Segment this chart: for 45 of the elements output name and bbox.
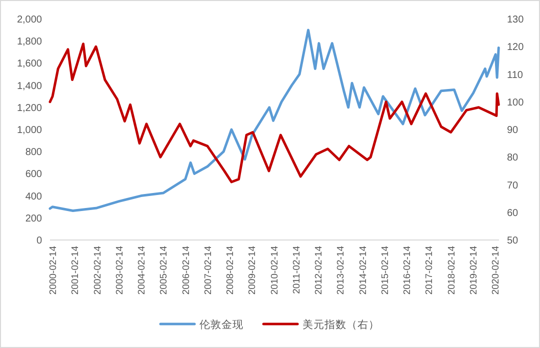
x-tick-label: 2003-02-14 [114, 246, 126, 295]
x-tick-label: 2013-02-14 [336, 246, 347, 295]
x-tick-label: 2007-02-14 [202, 246, 214, 295]
x-tick-label: 2009-02-14 [247, 246, 258, 295]
legend-label: 美元指数（右） [302, 318, 380, 331]
x-tick-label: 2000-02-14 [48, 246, 60, 295]
y-tick-label: 2,000 [16, 14, 42, 26]
x-tick-label: 2001-02-14 [70, 246, 82, 295]
x-tick-label: 2008-02-14 [225, 246, 236, 295]
y2-tick-label: 70 [507, 180, 519, 192]
y2-tick-label: 90 [507, 125, 519, 136]
x-tick-label: 2018-02-14 [446, 246, 458, 295]
x-tick-label: 2015-02-14 [380, 246, 391, 295]
x-tick-label: 2006-02-14 [180, 246, 192, 295]
y2-tick-label: 60 [507, 208, 519, 219]
y2-tick-label: 100 [507, 97, 524, 108]
y-tick-label: 0 [36, 236, 42, 246]
y-tick-label: 1,400 [16, 80, 42, 92]
y-tick-label: 800 [25, 147, 42, 158]
x-tick-label: 2005-02-14 [158, 246, 170, 295]
x-tick-label: 2017-02-14 [424, 246, 436, 295]
y-tick-label: 1,600 [16, 58, 42, 70]
x-tick-label: 2016-02-14 [402, 246, 414, 295]
line-series [48, 28, 500, 212]
x-tick-label: 2020-02-14 [490, 246, 502, 295]
y2-tick-label: 130 [507, 14, 524, 26]
x-tick-label: 2004-02-14 [136, 246, 148, 295]
line-series [48, 42, 500, 184]
y2-tick-label: 110 [507, 70, 524, 81]
x-tick-label: 2002-02-14 [92, 246, 104, 295]
legend-label: 伦敦金现 [200, 318, 244, 331]
y2-tick-label: 120 [507, 42, 524, 54]
y2-tick-label: 50 [507, 236, 519, 246]
x-tick-label: 2014-02-14 [358, 246, 369, 295]
y-tick-label: 200 [25, 213, 42, 224]
y-tick-label: 1,200 [16, 102, 42, 114]
x-tick-label: 2011-02-14 [291, 246, 302, 294]
x-tick-label: 2010-02-14 [269, 246, 280, 295]
y-tick-label: 1,800 [16, 36, 42, 48]
y-tick-label: 400 [25, 191, 42, 202]
y-tick-label: 600 [25, 169, 42, 180]
x-tick-label: 2019-02-14 [468, 246, 480, 295]
y2-tick-label: 80 [507, 152, 519, 164]
y-tick-label: 1,000 [16, 125, 42, 136]
x-tick-label: 2012-02-14 [314, 246, 325, 295]
